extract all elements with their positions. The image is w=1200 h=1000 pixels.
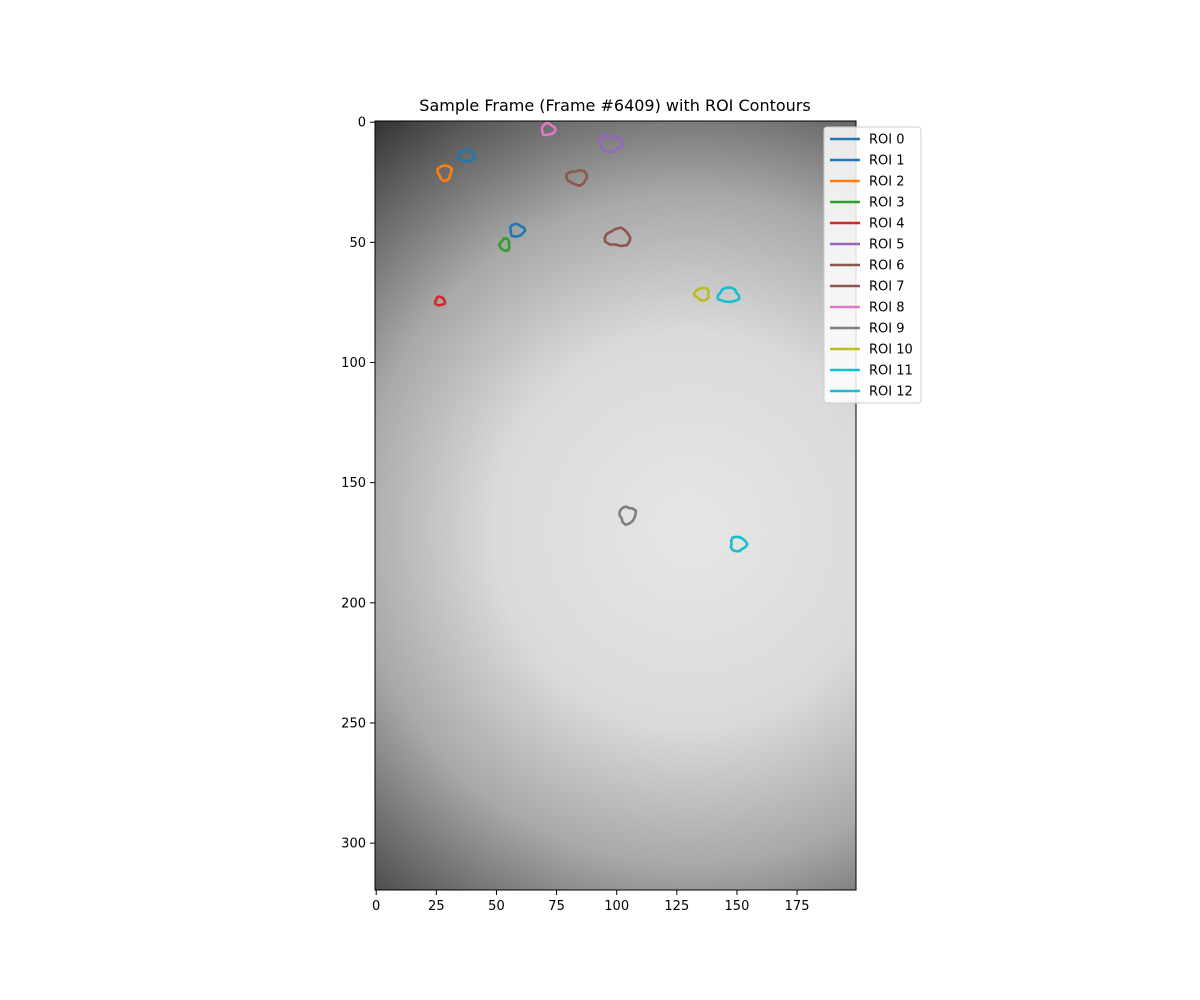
legend-label: ROI 4: [869, 217, 905, 232]
legend-label: ROI 6: [869, 259, 905, 274]
roi-contour-5: [598, 135, 625, 154]
plot-area: [374, 120, 857, 891]
x-tick-label: 50: [488, 899, 505, 914]
legend: ROI 0 ROI 1 ROI 2 ROI 3 ROI 4 ROI 5 ROI 6 ROI 7…: [823, 126, 922, 404]
y-tick-label: 300: [341, 837, 366, 852]
roi-contour-7: [603, 226, 632, 248]
y-tick-label: 200: [341, 596, 366, 611]
y-tick-label: 250: [341, 716, 366, 731]
x-tick-label: 0: [372, 899, 380, 914]
legend-label: ROI 10: [869, 343, 913, 358]
legend-label: ROI 1: [869, 154, 905, 169]
roi-contour-1: [508, 222, 527, 238]
roi-contours: [433, 121, 749, 553]
y-tick-label: 50: [349, 236, 366, 251]
roi-contour-12: [729, 535, 749, 553]
roi-contour-10: [692, 286, 711, 302]
frame-image: [375, 121, 856, 890]
legend-label: ROI 11: [869, 364, 913, 379]
axes-frame: [374, 120, 857, 891]
roi-contour-3: [497, 237, 511, 252]
legend-box: [823, 126, 922, 404]
y-tick-label: 0: [358, 116, 366, 131]
x-tick-label: 125: [664, 899, 689, 914]
roi-contour-9: [618, 505, 638, 527]
x-tick-label: 75: [548, 899, 565, 914]
legend-label: ROI 12: [869, 385, 913, 400]
x-tick-label: 175: [785, 899, 810, 914]
legend-label: ROI 2: [869, 175, 905, 190]
legend-label: ROI 8: [869, 301, 905, 316]
y-tick-label: 100: [341, 356, 366, 371]
roi-contour-4: [433, 295, 447, 307]
roi-contour-8: [540, 121, 557, 137]
roi-contour-0: [456, 148, 477, 163]
legend-label: ROI 0: [869, 133, 905, 148]
x-tick-label: 25: [428, 899, 445, 914]
legend-label: ROI 3: [869, 196, 905, 211]
y-axis: 0 50 100 150 200 250 300: [341, 116, 375, 852]
x-tick-label: 150: [725, 899, 750, 914]
y-tick-label: 150: [341, 476, 366, 491]
legend-label: ROI 5: [869, 238, 905, 253]
legend-label: ROI 7: [869, 280, 905, 295]
legend-label: ROI 9: [869, 322, 905, 337]
roi-contour-11: [716, 286, 741, 304]
x-tick-label: 100: [604, 899, 629, 914]
chart-title: Sample Frame (Frame #6409) with ROI Cont…: [419, 96, 810, 115]
roi-contour-2: [436, 164, 454, 182]
x-axis: 0 25 50 75 100 125 150 175: [372, 890, 809, 914]
roi-contour-6: [565, 168, 589, 188]
